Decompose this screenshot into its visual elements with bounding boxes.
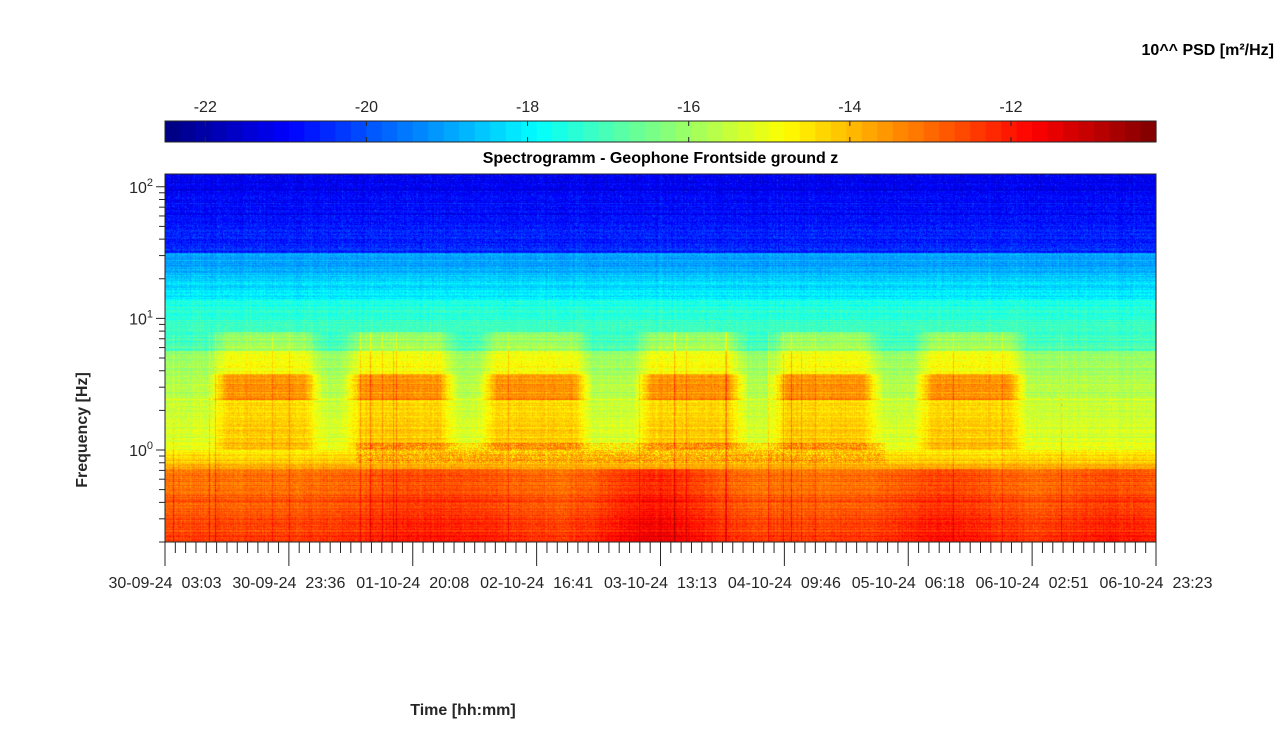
x-tick-label: 06-10-24 02:51: [976, 575, 1089, 592]
colorbar-segment: [954, 121, 971, 142]
colorbar-segment: [815, 121, 832, 142]
colorbar-segment: [567, 121, 584, 142]
colorbar-segment: [381, 121, 398, 142]
colorbar-segment: [443, 121, 460, 142]
colorbar-tick-label: -18: [516, 99, 539, 116]
colorbar-segment: [1016, 121, 1033, 142]
colorbar-segment: [1047, 121, 1064, 142]
colorbar-segment: [490, 121, 507, 142]
x-axis-label: Time [hh:mm]: [410, 702, 516, 719]
colorbar-segment: [474, 121, 491, 142]
x-tick-label: 02-10-24 16:41: [480, 575, 593, 592]
x-tick-label: 04-10-24 09:46: [728, 575, 841, 592]
colorbar-segment: [675, 121, 693, 142]
colorbar-segment: [350, 121, 367, 142]
spectrogram-heatmap: [165, 174, 1156, 542]
colorbar-tick-label: -12: [999, 99, 1022, 116]
colorbar-segment: [1001, 121, 1018, 142]
y-tick-label: 100: [129, 440, 153, 460]
colorbar-segment: [939, 121, 956, 142]
colorbar-segment: [1032, 121, 1049, 142]
y-tick-label: 102: [129, 177, 153, 197]
colorbar-segment: [846, 121, 863, 142]
colorbar: [164, 120, 1157, 143]
colorbar-segment: [1094, 121, 1111, 142]
colorbar-segment: [521, 121, 538, 142]
colorbar-segment: [180, 121, 197, 142]
colorbar-segment: [304, 121, 321, 142]
colorbar-segment: [737, 121, 754, 142]
colorbar-segment: [861, 121, 878, 142]
colorbar-segment: [598, 121, 615, 142]
colorbar-segment: [257, 121, 274, 142]
colorbar-segment: [288, 121, 305, 142]
chart-title: Spectrogramm - Geophone Frontside ground…: [482, 150, 839, 167]
colorbar-segment: [412, 121, 429, 142]
colorbar-segment: [923, 121, 940, 142]
x-tick-label: 05-10-24 06:18: [852, 575, 965, 592]
colorbar-segment: [242, 121, 259, 142]
colorbar-segment: [985, 121, 1002, 142]
colorbar-segment: [1063, 121, 1080, 142]
colorbar-segment: [660, 121, 677, 142]
spectrogram-image-holder: [165, 174, 1156, 542]
colorbar-segment: [1078, 121, 1095, 142]
colorbar-segment: [1109, 121, 1126, 142]
x-axis: 30-09-24 03:03 30-09-24 23:36 01-10-24 20:…: [109, 542, 1213, 592]
colorbar-segment: [195, 121, 213, 142]
colorbar-segment: [583, 121, 600, 142]
colorbar-segment: [1140, 121, 1157, 142]
colorbar-tick-label: -22: [194, 99, 217, 116]
colorbar-segment: [428, 121, 445, 142]
x-tick-label: 03-10-24 13:13: [604, 575, 717, 592]
colorbar-segment: [722, 121, 739, 142]
colorbar-ticks: -22 -20 -18 -16 -14 -12: [194, 99, 1023, 142]
colorbar-segment: [1125, 121, 1142, 142]
colorbar-tick-label: -16: [677, 99, 700, 116]
colorbar-segment: [505, 121, 522, 142]
colorbar-segment: [784, 121, 801, 142]
colorbar-segment: [366, 121, 383, 142]
colorbar-segment: [970, 121, 987, 142]
x-tick-label: 06-10-24 23:23: [1100, 575, 1213, 592]
colorbar-segment: [614, 121, 631, 142]
colorbar-segment: [273, 121, 290, 142]
colorbar-frame: [164, 120, 1157, 143]
colorbar-segment: [768, 121, 785, 142]
colorbar-segment: [459, 121, 476, 142]
colorbar-segment: [877, 121, 894, 142]
colorbar-segment: [552, 121, 569, 142]
colorbar-segment: [226, 121, 244, 142]
y-tick-label: 101: [129, 308, 153, 328]
colorbar-segment: [645, 121, 662, 142]
colorbar-segment: [165, 121, 182, 142]
colorbar-segment: [397, 121, 414, 142]
colorbar-segment: [706, 121, 724, 142]
y-axis: 102 101 100: [129, 177, 165, 543]
colorbar-segment: [335, 121, 352, 142]
colorbar-tick-label: -20: [355, 99, 378, 116]
colorbar-segment: [211, 121, 228, 142]
colorbar-unit-label: 10^^ PSD [m²/Hz]: [1141, 42, 1274, 59]
colorbar-segment: [892, 121, 909, 142]
colorbar-segment: [753, 121, 770, 142]
colorbar-segment: [830, 121, 847, 142]
colorbar-segment: [319, 121, 336, 142]
colorbar-segment: [536, 121, 553, 142]
x-tick-label: 30-09-24 23:36: [232, 575, 345, 592]
colorbar-tick-label: -14: [838, 99, 861, 116]
colorbar-segment: [908, 121, 925, 142]
x-tick-label: 30-09-24 03:03: [109, 575, 222, 592]
colorbar-segment: [799, 121, 816, 142]
colorbar-segment: [629, 121, 646, 142]
colorbar-segment: [691, 121, 708, 142]
x-tick-label: 01-10-24 20:08: [356, 575, 469, 592]
